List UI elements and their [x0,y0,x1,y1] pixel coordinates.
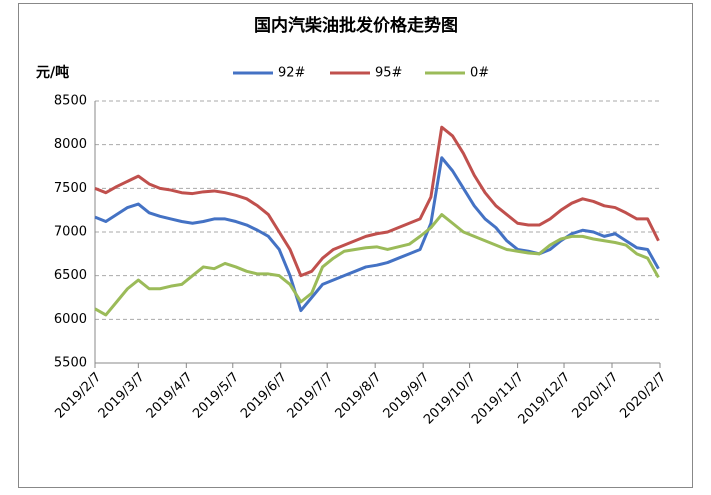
chart-title: 国内汽柴油批发价格走势图 [254,15,458,36]
legend-label: 95# [375,66,402,81]
series-line [94,213,660,317]
legend-label: 92# [278,66,305,81]
series-line [94,125,660,278]
legend-label: 0# [470,66,489,81]
y-axis-label: 元/吨 [36,64,69,81]
y-tick-label: 5500 [54,356,87,371]
y-tick-label: 6500 [54,268,87,283]
chart-border [18,3,693,488]
y-tick-label: 7000 [54,225,87,240]
y-tick-label: 7500 [54,181,87,196]
y-tick-label: 8500 [54,94,87,109]
y-tick-label: 6000 [54,312,87,327]
y-tick-label: 8000 [54,137,87,152]
